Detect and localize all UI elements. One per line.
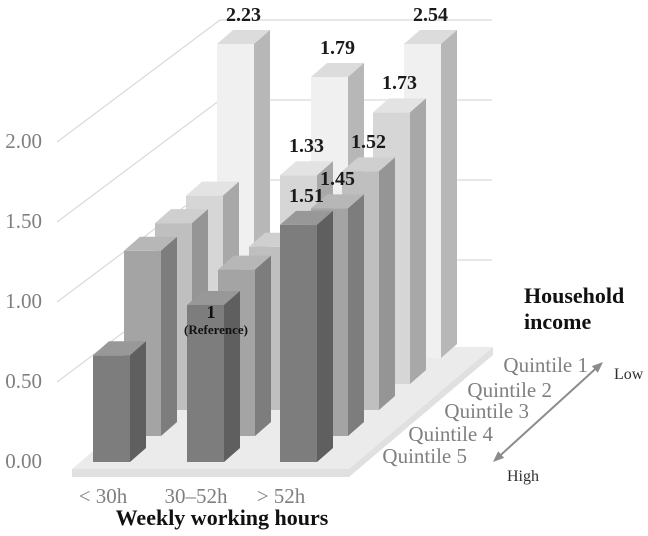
- bar-value-label: 1.52: [351, 131, 386, 154]
- gridline: [56, 19, 221, 143]
- bar-top-face: [218, 255, 271, 270]
- quintile-row-label: Quintile 1: [503, 353, 588, 377]
- quintile-row-label: Quintile 4: [408, 422, 493, 446]
- x-axis-title: Weekly working hours: [115, 505, 329, 530]
- bar-value-label-reference: 1: [206, 302, 216, 322]
- bar-side-face: [410, 98, 426, 384]
- x-axis-category-label: 30–52h: [164, 484, 228, 508]
- reference-note: (Reference): [184, 322, 248, 337]
- bar-side-face: [348, 194, 364, 436]
- quintile-row-label: Quintile 5: [382, 444, 467, 468]
- bar-top-face: [124, 236, 177, 251]
- bar-top-face: [280, 161, 333, 176]
- quintile-row-label: Quintile 3: [444, 399, 529, 423]
- bar-value-label: 1.33: [289, 135, 324, 158]
- bar-value-label: 2.23: [226, 4, 261, 26]
- bar-top-face: [280, 210, 333, 225]
- arrow-label-high: High: [507, 468, 539, 485]
- y-axis-tick: 1.00: [5, 289, 42, 313]
- bar-top-face: [217, 30, 270, 44]
- bar-top-face: [404, 30, 457, 44]
- bar-side-face: [441, 30, 457, 358]
- arrow-label-low: Low: [614, 366, 644, 383]
- bar-side-face: [130, 341, 146, 462]
- bar-side-face: [255, 255, 271, 436]
- arrowhead-icon: [493, 451, 505, 462]
- depth-axis-title: Household income: [524, 283, 625, 334]
- bar-top-face: [311, 62, 364, 77]
- y-axis-tick: 1.50: [5, 209, 42, 233]
- quintile-row-label: Quintile 2: [467, 378, 552, 402]
- bar-value-label: 1.79: [320, 36, 355, 59]
- bar-quintile-5-30h: [93, 341, 146, 462]
- arrowhead-icon: [591, 362, 603, 373]
- bar-top-face: [311, 194, 364, 209]
- bar-side-face: [379, 157, 395, 410]
- bar-side-face: [161, 236, 177, 436]
- income-direction-arrow: [493, 362, 603, 462]
- y-axis-tick: 0.50: [5, 369, 42, 393]
- chart-floor-front-edge: [72, 469, 349, 477]
- bar-value-label: 2.54: [413, 4, 448, 26]
- bar-quintile-5-30-52h: [187, 291, 240, 462]
- x-axis-category-label: < 30h: [78, 484, 128, 508]
- bar-side-face: [224, 291, 240, 462]
- bar-side-face: [317, 210, 333, 462]
- bar-front-face: [187, 305, 224, 462]
- bar-front-face: [93, 355, 130, 462]
- bar-top-face: [373, 98, 426, 113]
- bar-value-label: 1.45: [320, 168, 355, 191]
- bar-top-face: [155, 209, 208, 224]
- bar-value-label: 1.73: [382, 72, 417, 95]
- bar-value-label: 1.51: [289, 184, 324, 207]
- bar-top-face: [342, 157, 395, 172]
- x-axis-category-label: > 52h: [256, 484, 306, 508]
- y-axis-tick: 0.00: [5, 449, 42, 473]
- bar-top-face: [93, 341, 146, 356]
- bar-quintile-5-52h: [280, 210, 333, 462]
- bar-top-face: [187, 291, 240, 305]
- gridline: [56, 99, 221, 223]
- y-axis-tick: 2.00: [5, 129, 42, 153]
- bar-front-face: [280, 224, 317, 462]
- chart-floor-right-edge: [349, 347, 493, 477]
- bar-top-face: [186, 181, 239, 196]
